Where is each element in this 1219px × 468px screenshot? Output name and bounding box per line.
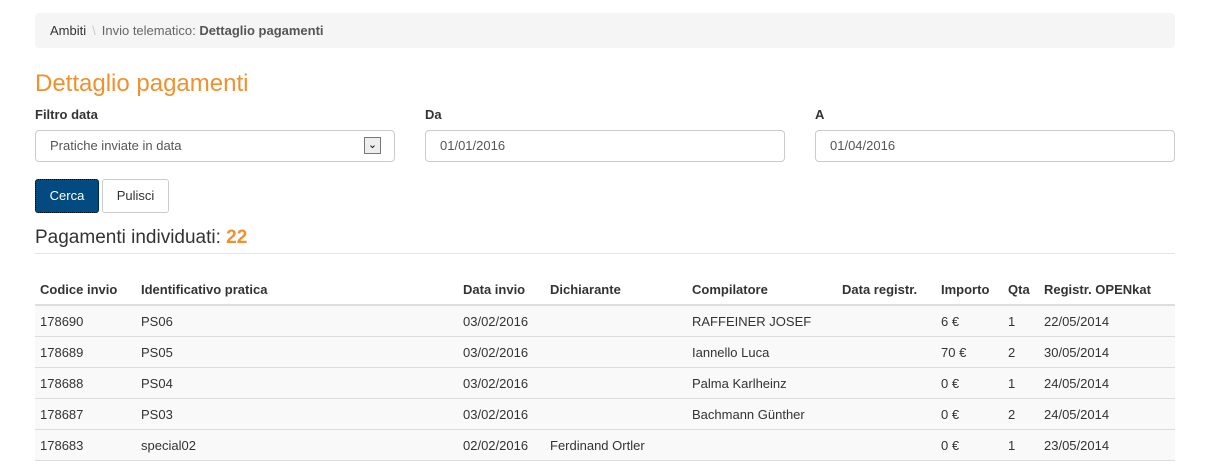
- table-cell: [837, 398, 936, 430]
- column-header[interactable]: Data invio: [458, 275, 545, 306]
- table-cell: 2: [1003, 398, 1039, 430]
- table-cell: PS04: [136, 367, 458, 399]
- pulisci-button[interactable]: Pulisci: [102, 179, 169, 213]
- column-header[interactable]: Codice invio: [35, 275, 136, 306]
- table-cell: 0 €: [936, 429, 1003, 461]
- table-cell: [837, 336, 936, 368]
- table-cell: RAFFEINER JOSEF: [687, 305, 837, 337]
- table-cell: [545, 336, 687, 368]
- column-header[interactable]: Compilatore: [687, 275, 837, 306]
- table-cell: 1: [1003, 367, 1039, 399]
- a-label: A: [815, 107, 825, 122]
- table-cell: 03/02/2016: [458, 367, 545, 399]
- table-cell: 0 €: [936, 398, 1003, 430]
- table-cell: [837, 429, 936, 461]
- table-cell: 178690: [35, 305, 136, 337]
- table-cell: Palma Karlheinz: [687, 367, 837, 399]
- table-cell: 178683: [35, 429, 136, 461]
- table-cell: 6 €: [936, 305, 1003, 337]
- table-row[interactable]: 178689 PS05 03/02/2016 Iannello Luca 70 €2 30…: [35, 336, 1175, 368]
- table-cell: 23/05/2014: [1039, 429, 1175, 461]
- breadcrumb-separator: \: [92, 23, 96, 38]
- table-cell: PS05: [136, 336, 458, 368]
- table-cell: [837, 367, 936, 399]
- table-cell: 178688: [35, 367, 136, 399]
- da-label: Da: [425, 107, 442, 122]
- table-row[interactable]: 178683 special02 02/02/2016 Ferdinand Ortle…: [35, 429, 1175, 461]
- column-header[interactable]: Registr. OPENkat: [1039, 275, 1175, 306]
- table-cell: 178687: [35, 398, 136, 430]
- da-input[interactable]: 01/01/2016: [425, 130, 785, 162]
- results-number: 22: [226, 227, 248, 248]
- table-cell: 30/05/2014: [1039, 336, 1175, 368]
- page-title: Dettaglio pagamenti: [35, 70, 249, 97]
- table-row[interactable]: 178688 PS04 03/02/2016 Palma Karlheinz 0 €1 2…: [35, 367, 1175, 399]
- table-cell: 178689: [35, 336, 136, 368]
- table-row[interactable]: 178687 PS03 03/02/2016 Bachmann Günther 0 €2…: [35, 398, 1175, 430]
- table-cell: 1: [1003, 305, 1039, 337]
- table-cell: [545, 367, 687, 399]
- table-cell: PS06: [136, 305, 458, 337]
- table-cell: 22/05/2014: [1039, 305, 1175, 337]
- breadcrumb-section: Invio telematico:: [101, 23, 196, 38]
- table-cell: Iannello Luca: [687, 336, 837, 368]
- table-cell: [545, 305, 687, 337]
- table-cell: Bachmann Günther: [687, 398, 837, 430]
- divider: [35, 253, 1175, 254]
- filtro-data-select[interactable]: Pratiche inviate in data ⌄: [35, 130, 395, 162]
- table-cell: 03/02/2016: [458, 305, 545, 337]
- filtro-data-value: Pratiche inviate in data: [50, 138, 182, 153]
- table-cell: [837, 305, 936, 337]
- results-count: Pagamenti individuati: 22: [35, 227, 247, 249]
- column-header[interactable]: Qta: [1003, 275, 1039, 306]
- results-label: Pagamenti individuati:: [35, 227, 221, 248]
- cerca-button[interactable]: Cerca: [35, 179, 99, 213]
- table-cell: 03/02/2016: [458, 336, 545, 368]
- table-cell: 03/02/2016: [458, 398, 545, 430]
- a-input[interactable]: 01/04/2016: [815, 130, 1175, 162]
- table-header: Codice invio Identificativo pratica Data i…: [35, 275, 1175, 306]
- table-cell: PS03: [136, 398, 458, 430]
- filtro-data-label: Filtro data: [35, 107, 98, 122]
- breadcrumb-ambiti-link[interactable]: Ambiti: [50, 23, 87, 38]
- table-cell: [545, 398, 687, 430]
- column-header[interactable]: Data registr.: [837, 275, 936, 306]
- table-cell: 24/05/2014: [1039, 367, 1175, 399]
- table-cell: 2: [1003, 336, 1039, 368]
- breadcrumb: Ambiti \ Invio telematico: Dettaglio pagam…: [35, 13, 1175, 48]
- table-cell: 02/02/2016: [458, 429, 545, 461]
- table-cell: Ferdinand Ortler: [545, 429, 687, 461]
- column-header[interactable]: Importo: [936, 275, 1003, 306]
- column-header[interactable]: Dichiarante: [545, 275, 687, 306]
- table-cell: 1: [1003, 429, 1039, 461]
- chevron-down-icon[interactable]: ⌄: [364, 137, 381, 154]
- table-row[interactable]: 178690 PS06 03/02/2016 RAFFEINER JOSEF 6 €1 2…: [35, 305, 1175, 337]
- table-cell: 0 €: [936, 367, 1003, 399]
- table-cell: 24/05/2014: [1039, 398, 1175, 430]
- payments-table: Codice invio Identificativo pratica Data i…: [35, 275, 1175, 461]
- breadcrumb-current: Dettaglio pagamenti: [199, 23, 324, 38]
- table-cell: special02: [136, 429, 458, 461]
- table-cell: [687, 429, 837, 461]
- table-cell: 70 €: [936, 336, 1003, 368]
- column-header[interactable]: Identificativo pratica: [136, 275, 458, 306]
